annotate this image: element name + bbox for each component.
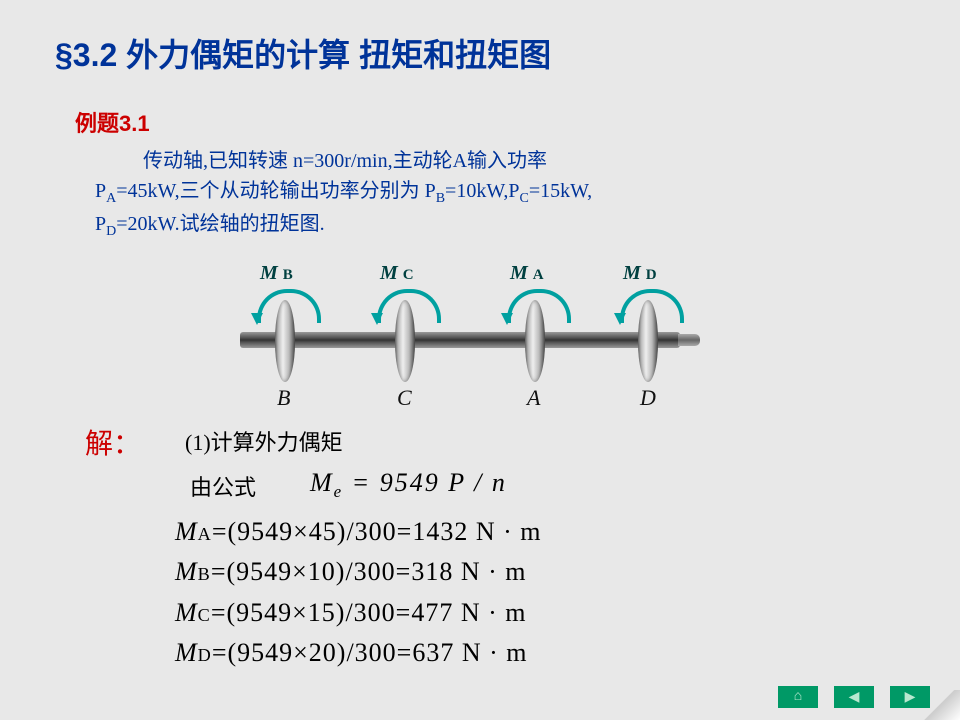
torque-arrow-D (614, 313, 626, 325)
torque-arc-D (620, 289, 684, 323)
solution-label: 解： (85, 422, 141, 462)
calc-row-A: MA=(9549×45)/300=1432 N · m (175, 512, 542, 552)
torque-arc-B (257, 289, 321, 323)
page-corner (920, 690, 960, 720)
home-button[interactable]: ⌂ (778, 686, 818, 708)
calc-row-C: MC=(9549×15)/300=477 N · m (175, 593, 542, 633)
problem-pc: =15kW, (529, 180, 592, 202)
shaft-diagram: M BBM CCM AAM DD (230, 267, 730, 417)
problem-pd: =20kW.试绘轴的扭矩图. (116, 213, 324, 235)
moment-label-C: M C (380, 262, 414, 285)
formula-sub: e (334, 482, 344, 501)
nav-buttons: ⌂ ◀ ▶ (778, 686, 930, 708)
calculations: MA=(9549×45)/300=1432 N · mMB=(9549×10)/… (175, 512, 542, 673)
torque-arrow-A (501, 313, 513, 325)
problem-pa: =45kW,三个从动轮输出功率分别为 (116, 180, 424, 202)
problem-line1: 传动轴,已知转速 n=300r/min,主动轮A输入功率 (143, 150, 547, 172)
calc-row-D: MD=(9549×20)/300=637 N · m (175, 633, 542, 673)
prev-button[interactable]: ◀ (834, 686, 874, 708)
torque-arc-C (377, 289, 441, 323)
point-label-D: D (640, 385, 656, 411)
torque-arrow-C (371, 313, 383, 325)
point-label-C: C (397, 385, 412, 411)
shaft-stub (678, 334, 700, 346)
example-label: 例题3.1 (75, 106, 960, 138)
problem-statement: 传动轴,已知转速 n=300r/min,主动轮A输入功率 PA=45kW,三个从… (95, 146, 735, 242)
problem-pb: =10kW, (445, 180, 508, 202)
calc-row-B: MB=(9549×10)/300=318 N · m (175, 552, 542, 592)
step-1-label: (1)计算外力偶矩 (185, 425, 343, 457)
torque-arrow-B (251, 313, 263, 325)
torque-arc-A (507, 289, 571, 323)
moment-label-A: M A (510, 262, 544, 285)
moment-label-D: M D (623, 262, 657, 285)
formula-intro: 由公式 (190, 470, 256, 502)
section-title: §3.2 外力偶矩的计算 扭矩和扭矩图 (0, 0, 960, 76)
moment-label-B: M B (260, 262, 293, 285)
formula: Me = 9549 P / n (310, 468, 507, 502)
point-label-A: A (527, 385, 540, 411)
shaft (240, 332, 680, 348)
point-label-B: B (277, 385, 290, 411)
